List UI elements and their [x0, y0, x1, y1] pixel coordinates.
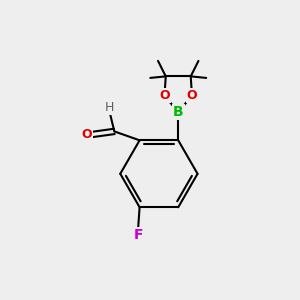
- Text: O: O: [187, 89, 197, 102]
- Text: B: B: [173, 105, 184, 119]
- Text: H: H: [105, 100, 115, 113]
- Text: O: O: [81, 128, 92, 141]
- Text: O: O: [159, 89, 170, 102]
- Text: F: F: [134, 228, 143, 242]
